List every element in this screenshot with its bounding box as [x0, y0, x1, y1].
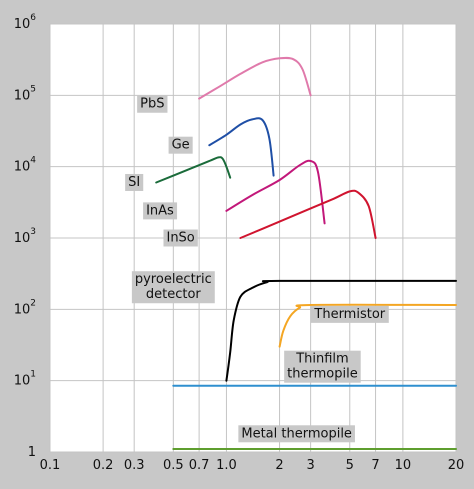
- label-text: InSo: [166, 231, 194, 246]
- y-tick-base: 10: [14, 159, 31, 174]
- label-text: Thinfilm: [295, 352, 349, 367]
- y-tick-exponent: 4: [30, 156, 36, 166]
- series-line-si: [155, 156, 232, 184]
- x-tick-label: 7: [371, 458, 379, 473]
- series-line-pyroelectric-detector: [225, 279, 457, 382]
- x-tick-label: 20: [448, 458, 465, 473]
- x-tick-label: 0.2: [93, 458, 114, 473]
- y-tick-label: 104: [14, 156, 37, 175]
- y-tick-base: 10: [14, 302, 31, 317]
- label-text: detector: [146, 287, 202, 302]
- x-tick-label: 2: [275, 458, 283, 473]
- series-line-inas: [225, 159, 326, 225]
- label-text: PbS: [140, 97, 164, 112]
- label-inas: InAs: [143, 202, 178, 220]
- label-text: pyroelectric: [135, 272, 212, 287]
- label-box: [131, 271, 215, 304]
- y-tick-label: 1: [28, 445, 36, 460]
- y-tick-exponent: 2: [30, 298, 36, 308]
- x-tick-label: 3: [306, 458, 314, 473]
- y-tick-base: 10: [14, 17, 31, 32]
- label-text: Metal thermopile: [241, 426, 352, 441]
- series-group: [155, 56, 457, 450]
- y-tick-base: 10: [14, 231, 31, 246]
- series-line-thermistor: [278, 303, 457, 348]
- label-box: [168, 136, 193, 154]
- x-tick-label: 5: [346, 458, 354, 473]
- y-tick-exponent: 1: [30, 370, 36, 380]
- label-si: SI: [125, 173, 144, 191]
- y-tick-base: 1: [28, 445, 36, 460]
- y-tick-exponent: 5: [30, 84, 36, 94]
- y-tick-label: 105: [14, 84, 36, 103]
- y-tick-label: 102: [14, 298, 36, 317]
- label-box: [143, 202, 178, 220]
- x-tick-label: 0.5: [163, 458, 184, 473]
- series-line-inso: [239, 189, 377, 239]
- y-tick-label: 101: [14, 370, 36, 389]
- y-tick-base: 10: [14, 88, 31, 103]
- x-tick-label: 0.7: [189, 458, 210, 473]
- label-text: Ge: [172, 138, 190, 153]
- label-inso: InSo: [163, 229, 198, 247]
- label-box: [238, 425, 355, 443]
- label-thermistor: Thermistor: [310, 305, 389, 323]
- label-box: [163, 229, 198, 247]
- x-tick-label: 0.3: [124, 458, 145, 473]
- y-tick-label: 106: [14, 13, 37, 32]
- x-tick-label: 1.0: [216, 458, 237, 473]
- label-metal-thermopile: Metal thermopile: [238, 425, 355, 443]
- x-tick-label: 10: [395, 458, 412, 473]
- label-box: [284, 350, 361, 383]
- y-tick-exponent: 3: [30, 227, 36, 237]
- label-text: InAs: [146, 203, 174, 218]
- series-line-ge: [208, 117, 275, 177]
- label-text: SI: [128, 175, 140, 190]
- label-ge: Ge: [168, 136, 193, 154]
- label-text: Thermistor: [313, 307, 385, 322]
- series-line-pbs: [198, 56, 312, 100]
- y-tick-label: 103: [14, 227, 36, 246]
- label-box: [310, 305, 389, 323]
- label-text: thermopile: [287, 367, 358, 382]
- x-tick-label: 0.1: [40, 458, 61, 473]
- label-box: [137, 95, 168, 113]
- label-pbs: PbS: [137, 95, 168, 113]
- y-tick-base: 10: [14, 373, 31, 388]
- label-box: [125, 173, 144, 191]
- x-axis-ticks: 0.1 0.2 0.3 0.5 0.7 1.0 2 3 5 7 10 20: [40, 458, 465, 473]
- y-tick-exponent: 6: [30, 13, 36, 23]
